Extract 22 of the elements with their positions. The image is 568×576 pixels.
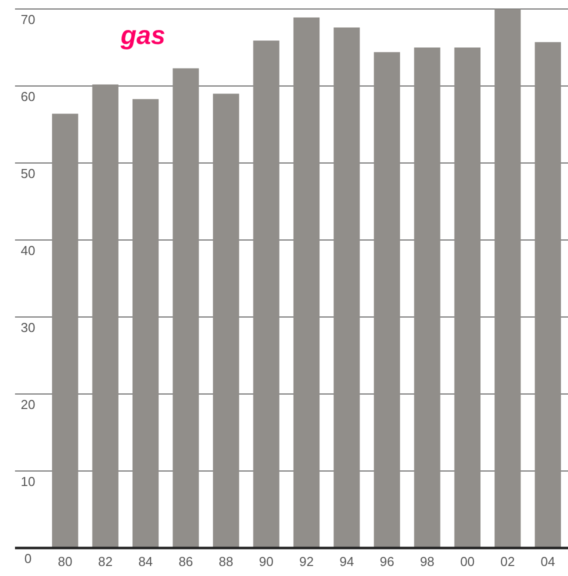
x-tick-label: 86 — [178, 554, 194, 569]
x-tick-label: 98 — [420, 554, 434, 569]
x-tick-label: 04 — [540, 554, 556, 569]
x-tick-label: 88 — [218, 554, 234, 569]
y-tick-label: 60 — [20, 89, 36, 104]
y-tick-label: 70 — [20, 12, 36, 27]
x-tick-label: 94 — [339, 554, 354, 569]
x-tick-label: 80 — [58, 554, 72, 569]
y-tick-label: 50 — [20, 166, 36, 181]
y-tick-label: 20 — [20, 397, 36, 412]
y-tick-label: 30 — [20, 320, 36, 335]
x-tick-label: 02 — [500, 554, 515, 569]
x-tick-label: 92 — [299, 554, 314, 569]
x-tick-label: 00 — [460, 554, 475, 569]
x-tick-label: 90 — [259, 554, 274, 569]
x-tick-label: 84 — [138, 554, 153, 569]
y-tick-label: 0 — [24, 551, 32, 566]
y-tick-label: 40 — [20, 243, 36, 258]
x-tick-label: 82 — [98, 554, 113, 569]
chart-title: gas — [120, 20, 166, 50]
x-tick-label: 96 — [380, 554, 394, 569]
y-tick-label: 10 — [20, 474, 36, 489]
